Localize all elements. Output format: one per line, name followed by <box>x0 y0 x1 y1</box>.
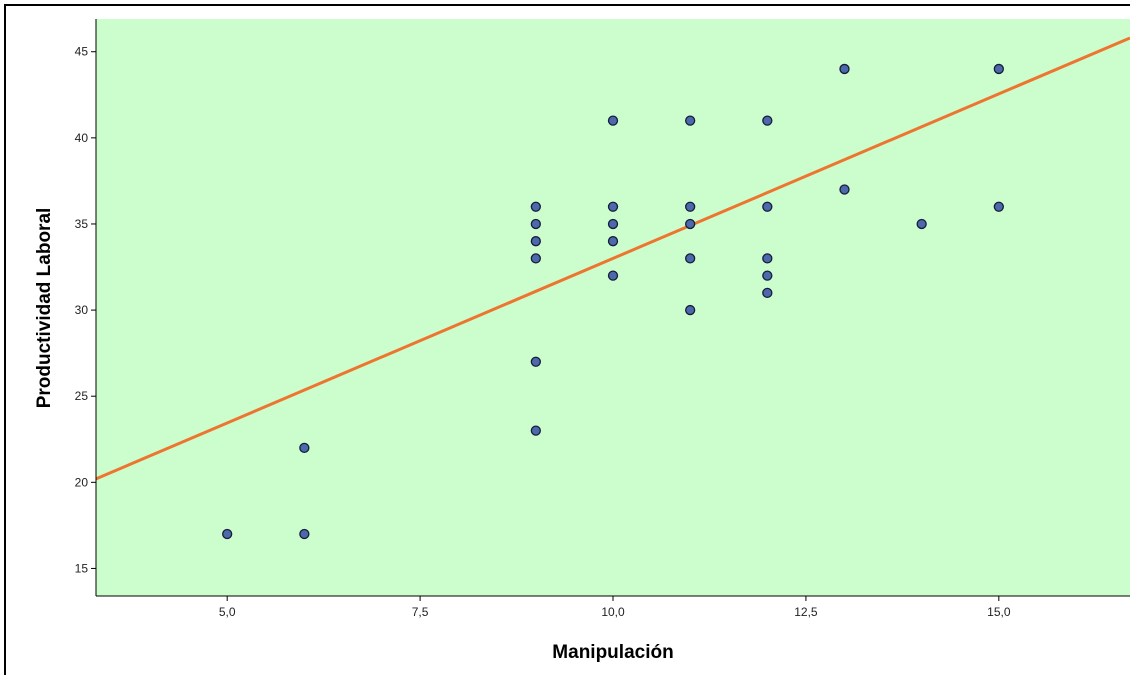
data-point <box>916 218 927 230</box>
x-tick-label: 15,0 <box>987 605 1011 619</box>
data-point <box>685 304 696 316</box>
y-tick-label: 30 <box>75 303 89 317</box>
data-point <box>607 201 619 212</box>
data-point <box>530 356 541 367</box>
data-point <box>762 201 773 212</box>
fit-line <box>95 36 1130 481</box>
data-point <box>299 528 310 540</box>
data-point <box>607 270 619 281</box>
data-point <box>993 63 1004 75</box>
y-tick-label: 35 <box>75 217 89 231</box>
data-point <box>607 236 619 247</box>
data-point <box>685 253 696 264</box>
x-tick-label: 7,5 <box>412 605 429 619</box>
data-point <box>530 425 541 436</box>
x-tick-label: 5,0 <box>219 605 236 619</box>
y-tick-label: 45 <box>75 45 89 59</box>
data-point <box>685 115 696 126</box>
y-tick-label: 40 <box>75 131 89 145</box>
x-tick-label: 10,0 <box>601 605 625 619</box>
y-axis-title: Productividad Laboral <box>34 208 55 409</box>
data-point <box>222 528 233 540</box>
y-tick-label: 25 <box>75 389 89 403</box>
plot-area <box>96 19 1130 596</box>
data-point <box>762 115 773 126</box>
data-point <box>685 218 696 230</box>
data-point <box>839 184 850 195</box>
data-point <box>299 442 310 454</box>
data-point <box>530 218 541 230</box>
data-point <box>762 253 773 264</box>
data-point <box>607 115 619 126</box>
y-tick-label: 20 <box>75 475 89 489</box>
data-point <box>685 201 696 212</box>
y-tick-label: 15 <box>75 561 89 575</box>
chart-frame <box>4 4 1130 675</box>
data-point <box>762 287 773 299</box>
data-point <box>530 201 541 212</box>
data-point <box>839 63 850 75</box>
data-point <box>607 218 619 230</box>
x-tick-label: 12,5 <box>794 605 818 619</box>
data-point <box>993 201 1004 212</box>
x-axis-title: Manipulación <box>552 642 673 663</box>
data-point <box>530 236 541 247</box>
data-point <box>530 253 541 264</box>
data-point <box>762 270 773 281</box>
